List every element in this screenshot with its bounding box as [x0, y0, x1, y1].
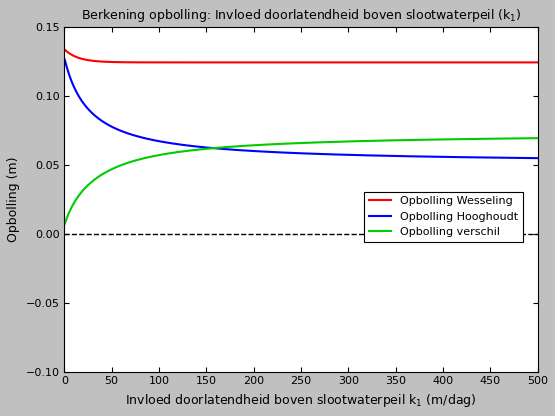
Opbolling Wesseling	[417, 60, 423, 65]
Opbolling Wesseling	[352, 60, 359, 65]
Opbolling Wesseling	[62, 47, 68, 52]
Opbolling Hooghoudt	[62, 57, 68, 62]
Opbolling Wesseling	[534, 60, 541, 65]
Opbolling verschil	[62, 221, 68, 226]
Line: Opbolling Hooghoudt: Opbolling Hooghoudt	[65, 60, 538, 158]
Opbolling Wesseling	[407, 60, 413, 65]
Line: Opbolling Wesseling: Opbolling Wesseling	[65, 50, 538, 62]
Opbolling Hooghoudt	[352, 153, 359, 158]
Line: Opbolling verschil: Opbolling verschil	[65, 138, 538, 224]
Opbolling verschil	[534, 136, 541, 141]
Opbolling Hooghoudt	[66, 73, 73, 78]
Legend: Opbolling Wesseling, Opbolling Hooghoudt, Opbolling verschil: Opbolling Wesseling, Opbolling Hooghoudt…	[365, 192, 523, 242]
Y-axis label: Opbolling (m): Opbolling (m)	[7, 157, 20, 242]
Opbolling Hooghoudt	[189, 144, 195, 149]
Opbolling Wesseling	[210, 60, 216, 65]
Opbolling verschil	[352, 139, 359, 144]
Opbolling verschil	[210, 146, 216, 151]
Opbolling Wesseling	[189, 60, 195, 65]
Opbolling verschil	[417, 137, 423, 142]
Opbolling Hooghoudt	[417, 154, 423, 159]
X-axis label: Invloed doorlatendheid boven slootwaterpeil k$_1$ (m/dag): Invloed doorlatendheid boven slootwaterp…	[125, 392, 477, 409]
Opbolling Hooghoudt	[407, 154, 413, 159]
Opbolling Wesseling	[532, 60, 539, 65]
Opbolling verschil	[407, 138, 413, 143]
Opbolling verschil	[189, 148, 195, 153]
Opbolling Wesseling	[66, 51, 73, 56]
Opbolling verschil	[66, 209, 73, 214]
Opbolling Hooghoudt	[534, 156, 541, 161]
Title: Berkening opbolling: Invloed doorlatendheid boven slootwaterpeil (k$_1$): Berkening opbolling: Invloed doorlatendh…	[80, 7, 521, 24]
Opbolling Hooghoudt	[210, 146, 216, 151]
